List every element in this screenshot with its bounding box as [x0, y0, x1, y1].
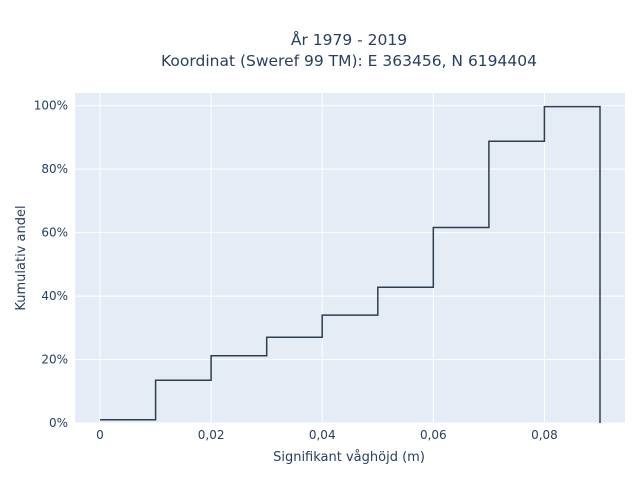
- chart-title-line-2: Koordinat (Sweref 99 TM): E 363456, N 61…: [161, 52, 537, 70]
- series-group: [100, 105, 601, 423]
- y-axis-ticks: 0% 20% 40% 60% 80% 100%: [34, 99, 68, 430]
- plot-area: [75, 93, 625, 423]
- x-tick-label: 0,08: [531, 428, 558, 442]
- x-tick-label: 0,02: [198, 428, 225, 442]
- y-tick-label: 20%: [41, 353, 68, 367]
- y-axis-title: Kumulativ andel: [14, 205, 29, 310]
- x-axis-ticks: 0 0,02 0,04 0,06 0,08: [96, 428, 558, 442]
- y-tick-label: 0%: [49, 416, 68, 430]
- y-tick-label: 100%: [34, 99, 68, 113]
- grid-lines: [75, 93, 625, 424]
- chart-title-line-1: År 1979 - 2019: [291, 30, 407, 49]
- x-tick-label: 0,04: [309, 428, 336, 442]
- x-axis-title: Signifikant våghöjd (m): [273, 450, 425, 465]
- x-tick-label: 0,06: [420, 428, 447, 442]
- y-tick-label: 80%: [41, 162, 68, 176]
- y-tick-label: 60%: [41, 226, 68, 240]
- step-line: [100, 105, 601, 423]
- y-tick-label: 40%: [41, 289, 68, 303]
- x-tick-label: 0: [96, 428, 104, 442]
